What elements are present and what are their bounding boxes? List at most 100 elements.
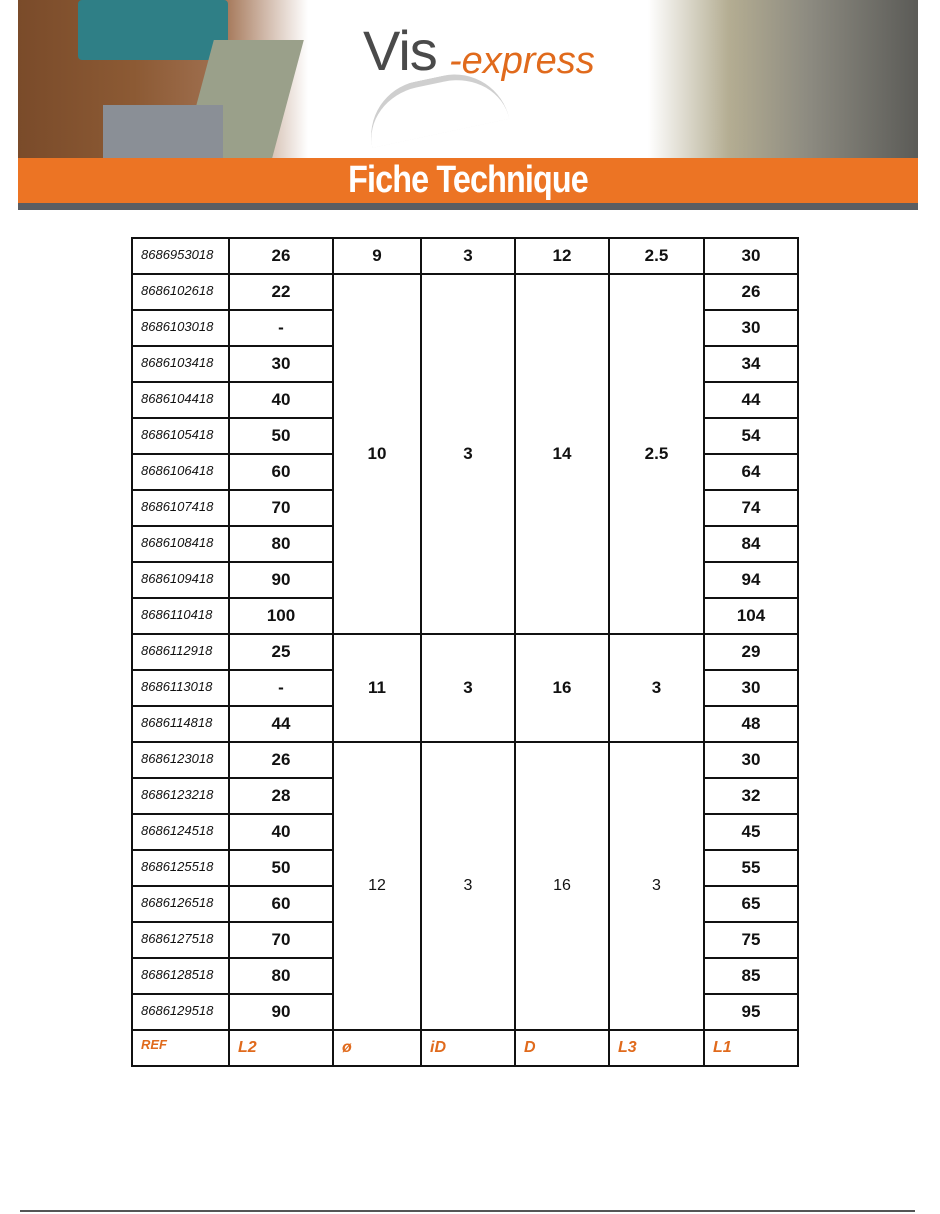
table-row: 8686129518 90 95: [131, 993, 799, 1031]
l2-cell: 40: [228, 381, 334, 419]
ref-cell: 8686106418: [131, 453, 230, 491]
table-row: 8686103418 30 34: [131, 345, 799, 383]
l1-cell: 29: [703, 633, 799, 671]
l1-cell: 45: [703, 813, 799, 851]
diameter-cell: 11: [332, 633, 422, 743]
l1-cell: 30: [703, 669, 799, 707]
l2-cell: 70: [228, 921, 334, 959]
l2-cell: 60: [228, 885, 334, 923]
ref-cell: 8686113018: [131, 669, 230, 707]
table-row: 8686127518 70 75: [131, 921, 799, 959]
ref-cell: 8686102618: [131, 273, 230, 311]
ref-cell: 8686126518: [131, 885, 230, 923]
l2-cell: 80: [228, 525, 334, 563]
id-cell: 3: [420, 741, 516, 1031]
header-banner: Vis -express: [18, 0, 918, 158]
logo-main: Vis: [363, 19, 438, 82]
l3-cell: 2.5: [608, 273, 705, 635]
ref-cell: 8686123018: [131, 741, 230, 779]
l1-cell: 85: [703, 957, 799, 995]
ref-cell: 8686103418: [131, 345, 230, 383]
table-row: 8686123218 28 32: [131, 777, 799, 815]
l2-cell: 50: [228, 417, 334, 455]
column-label: iD: [420, 1029, 516, 1067]
ref-cell: 8686108418: [131, 525, 230, 563]
l2-cell: 80: [228, 957, 334, 995]
d-cell: 16: [514, 741, 610, 1031]
ref-cell: 8686124518: [131, 813, 230, 851]
ref-cell: 8686128518: [131, 957, 230, 995]
ref-cell: 8686123218: [131, 777, 230, 815]
logo-suffix: -express: [449, 40, 595, 82]
spec-table: 8686953018 26 9 3 12 2.5 30 8686102618 22 10 3 14 2.…: [131, 237, 799, 1067]
column-label: L1: [703, 1029, 799, 1067]
table-row: 8686110418 100 104: [131, 597, 799, 635]
l1-cell: 55: [703, 849, 799, 887]
l2-cell: 25: [228, 633, 334, 671]
id-cell: 3: [420, 273, 516, 635]
l1-cell: 94: [703, 561, 799, 599]
l1-cell: 48: [703, 705, 799, 743]
l2-cell: 26: [228, 741, 334, 779]
table-row: 8686107418 70 74: [131, 489, 799, 527]
l1-cell: 34: [703, 345, 799, 383]
l2-cell: 90: [228, 993, 334, 1031]
l1-cell: 65: [703, 885, 799, 923]
ref-cell: 8686127518: [131, 921, 230, 959]
table-row: 8686124518 40 45: [131, 813, 799, 851]
l1-cell: 26: [703, 273, 799, 311]
l1-cell: 84: [703, 525, 799, 563]
table-row: 8686109418 90 94: [131, 561, 799, 599]
l2-cell: -: [228, 669, 334, 707]
table-row: 8686114818 44 48: [131, 705, 799, 743]
l1-cell: 95: [703, 993, 799, 1031]
l2-cell: 40: [228, 813, 334, 851]
l1-cell: 30: [703, 741, 799, 779]
l1-cell: 30: [703, 309, 799, 347]
d-cell: 16: [514, 633, 610, 743]
title-band: Fiche Technique: [18, 158, 918, 203]
diameter-cell: 10: [332, 273, 422, 635]
l2-cell: 100: [228, 597, 334, 635]
table-row: 8686104418 40 44: [131, 381, 799, 419]
table-row: 8686128518 80 85: [131, 957, 799, 995]
page-title: Fiche Technique: [348, 159, 589, 201]
l1-cell: 54: [703, 417, 799, 455]
column-label: D: [514, 1029, 610, 1067]
l2-cell: 70: [228, 489, 334, 527]
d-cell: 14: [514, 273, 610, 635]
l2-cell: 60: [228, 453, 334, 491]
table-row: 8686102618 22 10 3 14 2.5 26: [131, 273, 799, 635]
l1-cell: 44: [703, 381, 799, 419]
l2-cell: 44: [228, 705, 334, 743]
vis-express-logo: Vis -express: [360, 18, 623, 148]
l1-cell: 30: [703, 237, 799, 275]
title-divider: [18, 203, 918, 210]
workshop-photo: [18, 0, 308, 158]
ref-cell: 8686125518: [131, 849, 230, 887]
l2-cell: 26: [228, 237, 334, 275]
table-row: 8686125518 50 55: [131, 849, 799, 887]
l3-cell: 3: [608, 741, 705, 1031]
ref-cell: 8686103018: [131, 309, 230, 347]
ref-cell: 8686105418: [131, 417, 230, 455]
l1-cell: 64: [703, 453, 799, 491]
l2-cell: 22: [228, 273, 334, 311]
footer-divider: [20, 1210, 915, 1212]
ref-cell: 8686129518: [131, 993, 230, 1031]
ref-cell: 8686114818: [131, 705, 230, 743]
ref-cell: 8686109418: [131, 561, 230, 599]
column-label: L2: [228, 1029, 334, 1067]
l2-cell: 30: [228, 345, 334, 383]
table-row: 8686123018 26 12 3 16 3 30: [131, 741, 799, 1031]
table-row: 8686113018- 30: [131, 669, 799, 707]
table-row: 8686105418 50 54: [131, 417, 799, 455]
id-cell: 3: [420, 237, 516, 275]
l1-cell: 104: [703, 597, 799, 635]
l2-cell: 50: [228, 849, 334, 887]
l1-cell: 74: [703, 489, 799, 527]
table-row: 8686112918 25 11 3 16 3 29: [131, 633, 799, 743]
l2-cell: -: [228, 309, 334, 347]
l2-cell: 90: [228, 561, 334, 599]
column-label: ø: [332, 1029, 422, 1067]
